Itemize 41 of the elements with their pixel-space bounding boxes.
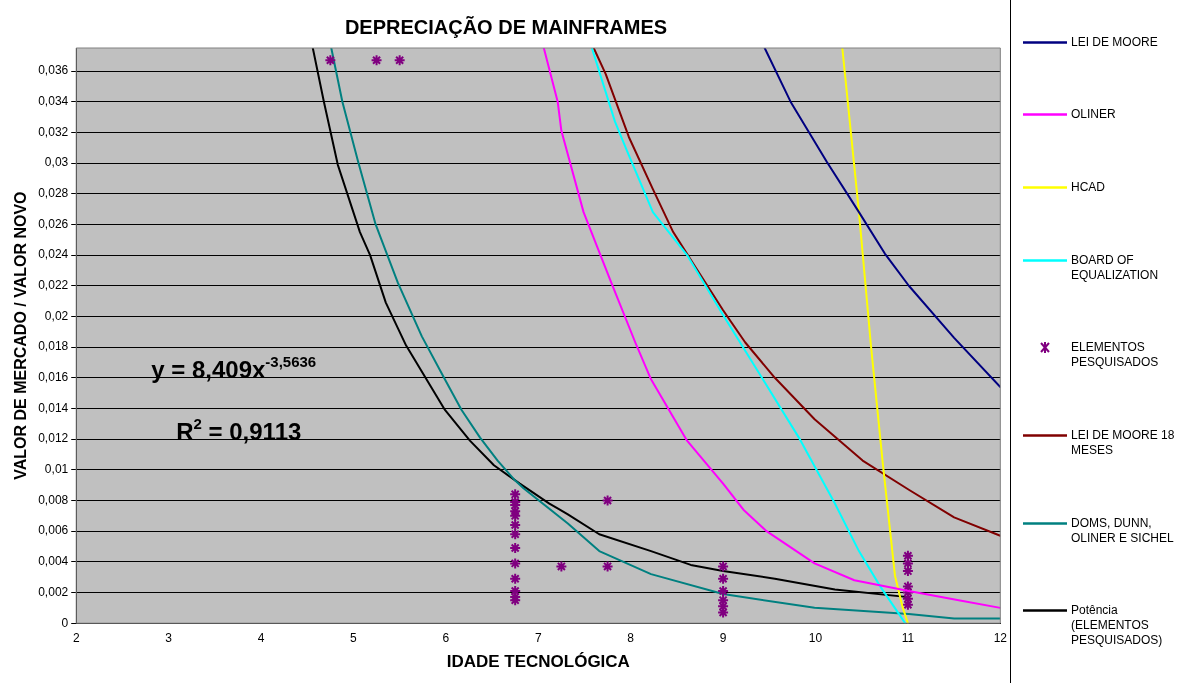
y-axis-title: VALOR DE MERCADO / VALOR NOVO: [12, 191, 30, 480]
x-tick-label: 7: [534, 630, 542, 645]
legend-label: LEI DE MOORE: [1071, 34, 1159, 50]
y-tick-label: 0,032: [38, 124, 69, 139]
legend-label: Potência (ELEMENTOS PESQUISADOS): [1071, 603, 1164, 649]
y-tick-label: 0: [61, 615, 69, 630]
chart-title: DEPRECIAÇÃO DE MAINFRAMES: [344, 15, 668, 38]
x-tick-label: 8: [627, 630, 635, 645]
x-tick-label: 5: [350, 630, 358, 645]
x-tick-label: 2: [72, 630, 80, 645]
x-tick-label: 4: [257, 630, 265, 645]
x-axis-title: IDADE TECNOLÓGICA: [446, 652, 630, 672]
y-tick-label: 0,028: [38, 186, 69, 201]
y-tick-label: 0,008: [38, 492, 69, 507]
y-tick-label: 0,02: [44, 308, 69, 323]
y-tick-label: 0,002: [38, 584, 69, 599]
legend-label: DOMS, DUNN, OLINER E SICHEL: [1071, 515, 1175, 546]
x-tick-label: 3: [165, 630, 173, 645]
y-tick-label: 0,034: [38, 94, 69, 108]
x-tick-label: 12: [993, 630, 1008, 645]
y-tick-label: 0,014: [38, 400, 69, 415]
x-tick-label: 9: [719, 630, 727, 645]
y-tick-label: 0,006: [38, 523, 69, 538]
y-tick-label: 0,01: [44, 462, 69, 477]
legend-label: HCAD: [1071, 180, 1106, 196]
y-tick-label: 0,018: [38, 339, 69, 354]
legend-label: BOARD OF EQUALIZATION: [1071, 252, 1160, 283]
y-tick-label: 0,03: [44, 155, 69, 170]
y-tick-label: 0,036: [38, 63, 69, 78]
x-tick-label: 11: [901, 630, 915, 645]
x-tick-label: 6: [442, 630, 450, 645]
x-tick-label: 10: [808, 630, 823, 645]
legend-label: OLINER: [1071, 107, 1117, 123]
y-tick-label: 0,016: [38, 370, 69, 385]
y-tick-label: 0,026: [38, 216, 69, 231]
y-tick-label: 0,024: [38, 247, 69, 262]
legend-label: ELEMENTOS PESQUISADOS: [1071, 340, 1160, 371]
y-tick-label: 0,022: [38, 278, 69, 293]
y-tick-label: 0,004: [38, 554, 69, 569]
y-tick-label: 0,012: [38, 431, 69, 446]
legend-label: LEI DE MOORE 18 MESES: [1071, 427, 1176, 458]
